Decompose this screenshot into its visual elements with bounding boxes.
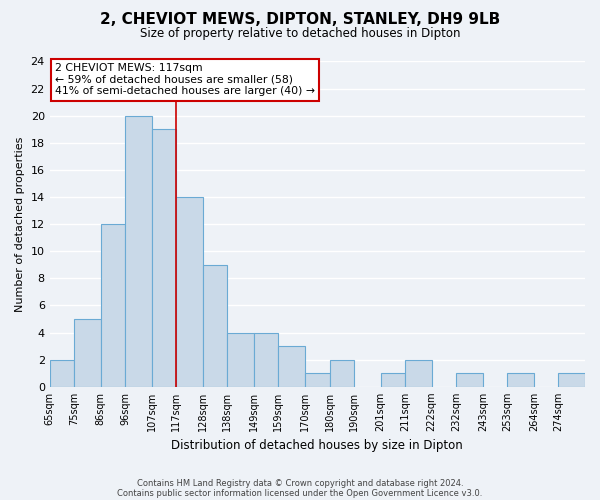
Bar bbox=[278, 346, 305, 387]
Bar bbox=[152, 130, 176, 387]
Text: Size of property relative to detached houses in Dipton: Size of property relative to detached ho… bbox=[140, 28, 460, 40]
Bar bbox=[405, 360, 432, 387]
Bar bbox=[101, 224, 125, 387]
Text: 2 CHEVIOT MEWS: 117sqm
← 59% of detached houses are smaller (58)
41% of semi-det: 2 CHEVIOT MEWS: 117sqm ← 59% of detached… bbox=[55, 63, 315, 96]
Text: Contains public sector information licensed under the Open Government Licence v3: Contains public sector information licen… bbox=[118, 488, 482, 498]
Bar bbox=[50, 360, 74, 387]
Bar bbox=[227, 332, 254, 387]
Text: Contains HM Land Registry data © Crown copyright and database right 2024.: Contains HM Land Registry data © Crown c… bbox=[137, 478, 463, 488]
Bar bbox=[74, 319, 101, 387]
Bar bbox=[254, 332, 278, 387]
Bar bbox=[380, 374, 405, 387]
Bar bbox=[507, 374, 534, 387]
Bar bbox=[329, 360, 354, 387]
X-axis label: Distribution of detached houses by size in Dipton: Distribution of detached houses by size … bbox=[172, 440, 463, 452]
Bar bbox=[176, 197, 203, 387]
Bar bbox=[125, 116, 152, 387]
Bar bbox=[558, 374, 585, 387]
Text: 2, CHEVIOT MEWS, DIPTON, STANLEY, DH9 9LB: 2, CHEVIOT MEWS, DIPTON, STANLEY, DH9 9L… bbox=[100, 12, 500, 28]
Bar bbox=[305, 374, 329, 387]
Bar bbox=[203, 265, 227, 387]
Y-axis label: Number of detached properties: Number of detached properties bbox=[15, 136, 25, 312]
Bar bbox=[456, 374, 483, 387]
